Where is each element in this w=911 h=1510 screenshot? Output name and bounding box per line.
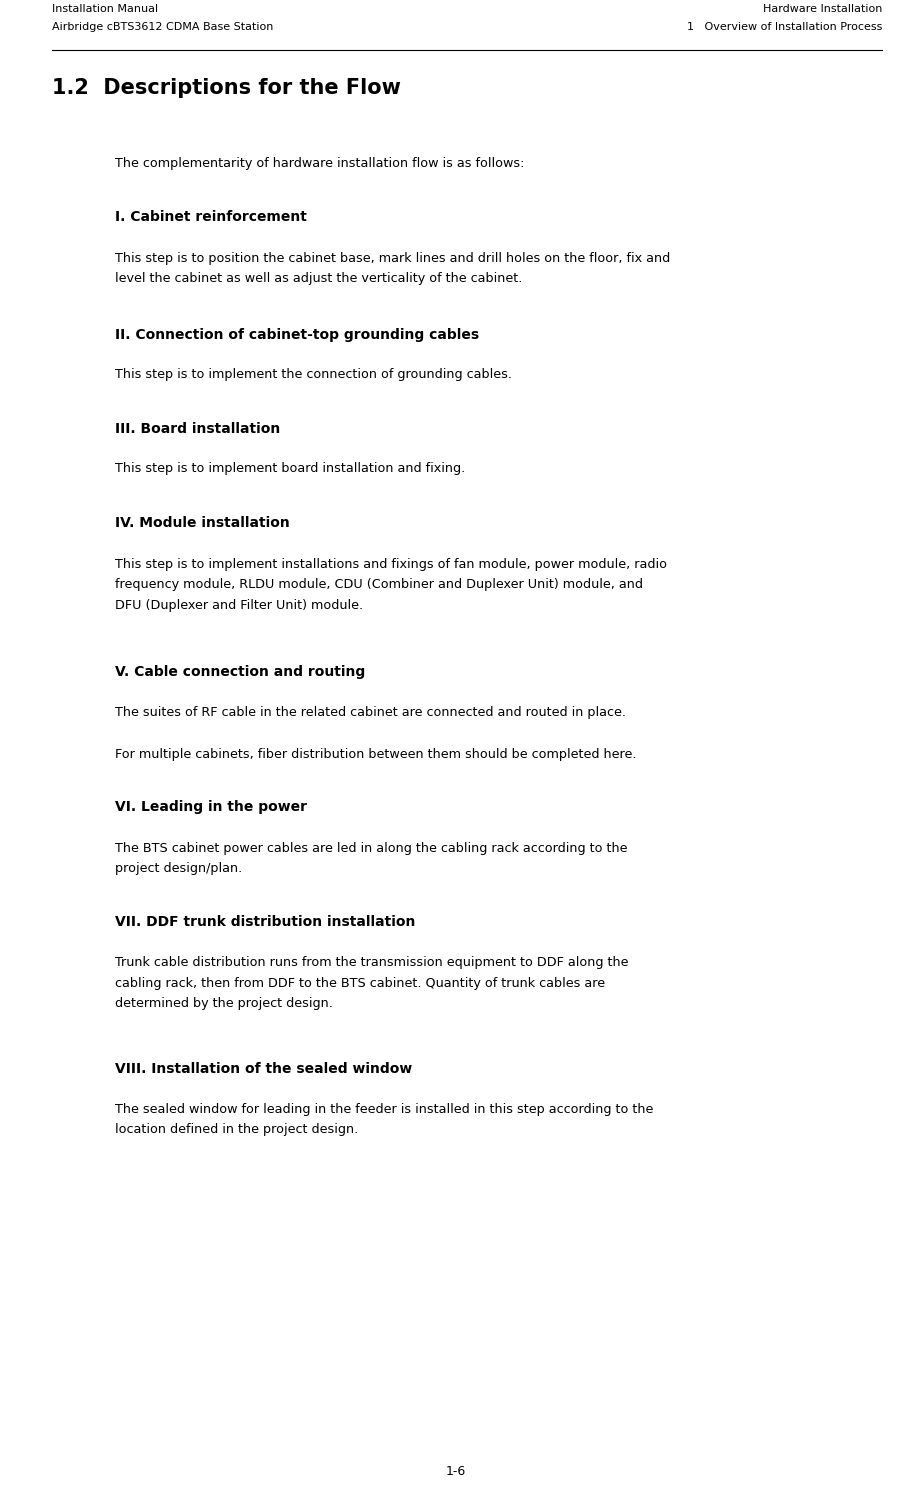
Text: Trunk cable distribution runs from the transmission equipment to DDF along the
c: Trunk cable distribution runs from the t… [115,956,628,1010]
Text: 1   Overview of Installation Process: 1 Overview of Installation Process [686,23,881,32]
Text: II. Connection of cabinet-top grounding cables: II. Connection of cabinet-top grounding … [115,328,478,341]
Text: IV. Module installation: IV. Module installation [115,516,290,530]
Text: VI. Leading in the power: VI. Leading in the power [115,800,307,814]
Text: VII. DDF trunk distribution installation: VII. DDF trunk distribution installation [115,915,415,929]
Text: V. Cable connection and routing: V. Cable connection and routing [115,664,364,680]
Text: 1-6: 1-6 [445,1465,466,1478]
Text: The suites of RF cable in the related cabinet are connected and routed in place.: The suites of RF cable in the related ca… [115,707,625,719]
Text: Airbridge cBTS3612 CDMA Base Station: Airbridge cBTS3612 CDMA Base Station [52,23,273,32]
Text: The complementarity of hardware installation flow is as follows:: The complementarity of hardware installa… [115,157,524,171]
Text: 1.2  Descriptions for the Flow: 1.2 Descriptions for the Flow [52,79,401,98]
Text: This step is to implement board installation and fixing.: This step is to implement board installa… [115,462,465,476]
Text: III. Board installation: III. Board installation [115,421,280,436]
Text: For multiple cabinets, fiber distribution between them should be completed here.: For multiple cabinets, fiber distributio… [115,747,636,761]
Text: This step is to position the cabinet base, mark lines and drill holes on the flo: This step is to position the cabinet bas… [115,252,670,285]
Text: This step is to implement the connection of grounding cables.: This step is to implement the connection… [115,368,511,381]
Text: The sealed window for leading in the feeder is installed in this step according : The sealed window for leading in the fee… [115,1102,652,1137]
Text: Hardware Installation: Hardware Installation [762,5,881,14]
Text: VIII. Installation of the sealed window: VIII. Installation of the sealed window [115,1062,412,1077]
Text: The BTS cabinet power cables are led in along the cabling rack according to the
: The BTS cabinet power cables are led in … [115,843,627,876]
Text: I. Cabinet reinforcement: I. Cabinet reinforcement [115,210,306,223]
Text: Installation Manual: Installation Manual [52,5,158,14]
Text: This step is to implement installations and fixings of fan module, power module,: This step is to implement installations … [115,559,666,612]
